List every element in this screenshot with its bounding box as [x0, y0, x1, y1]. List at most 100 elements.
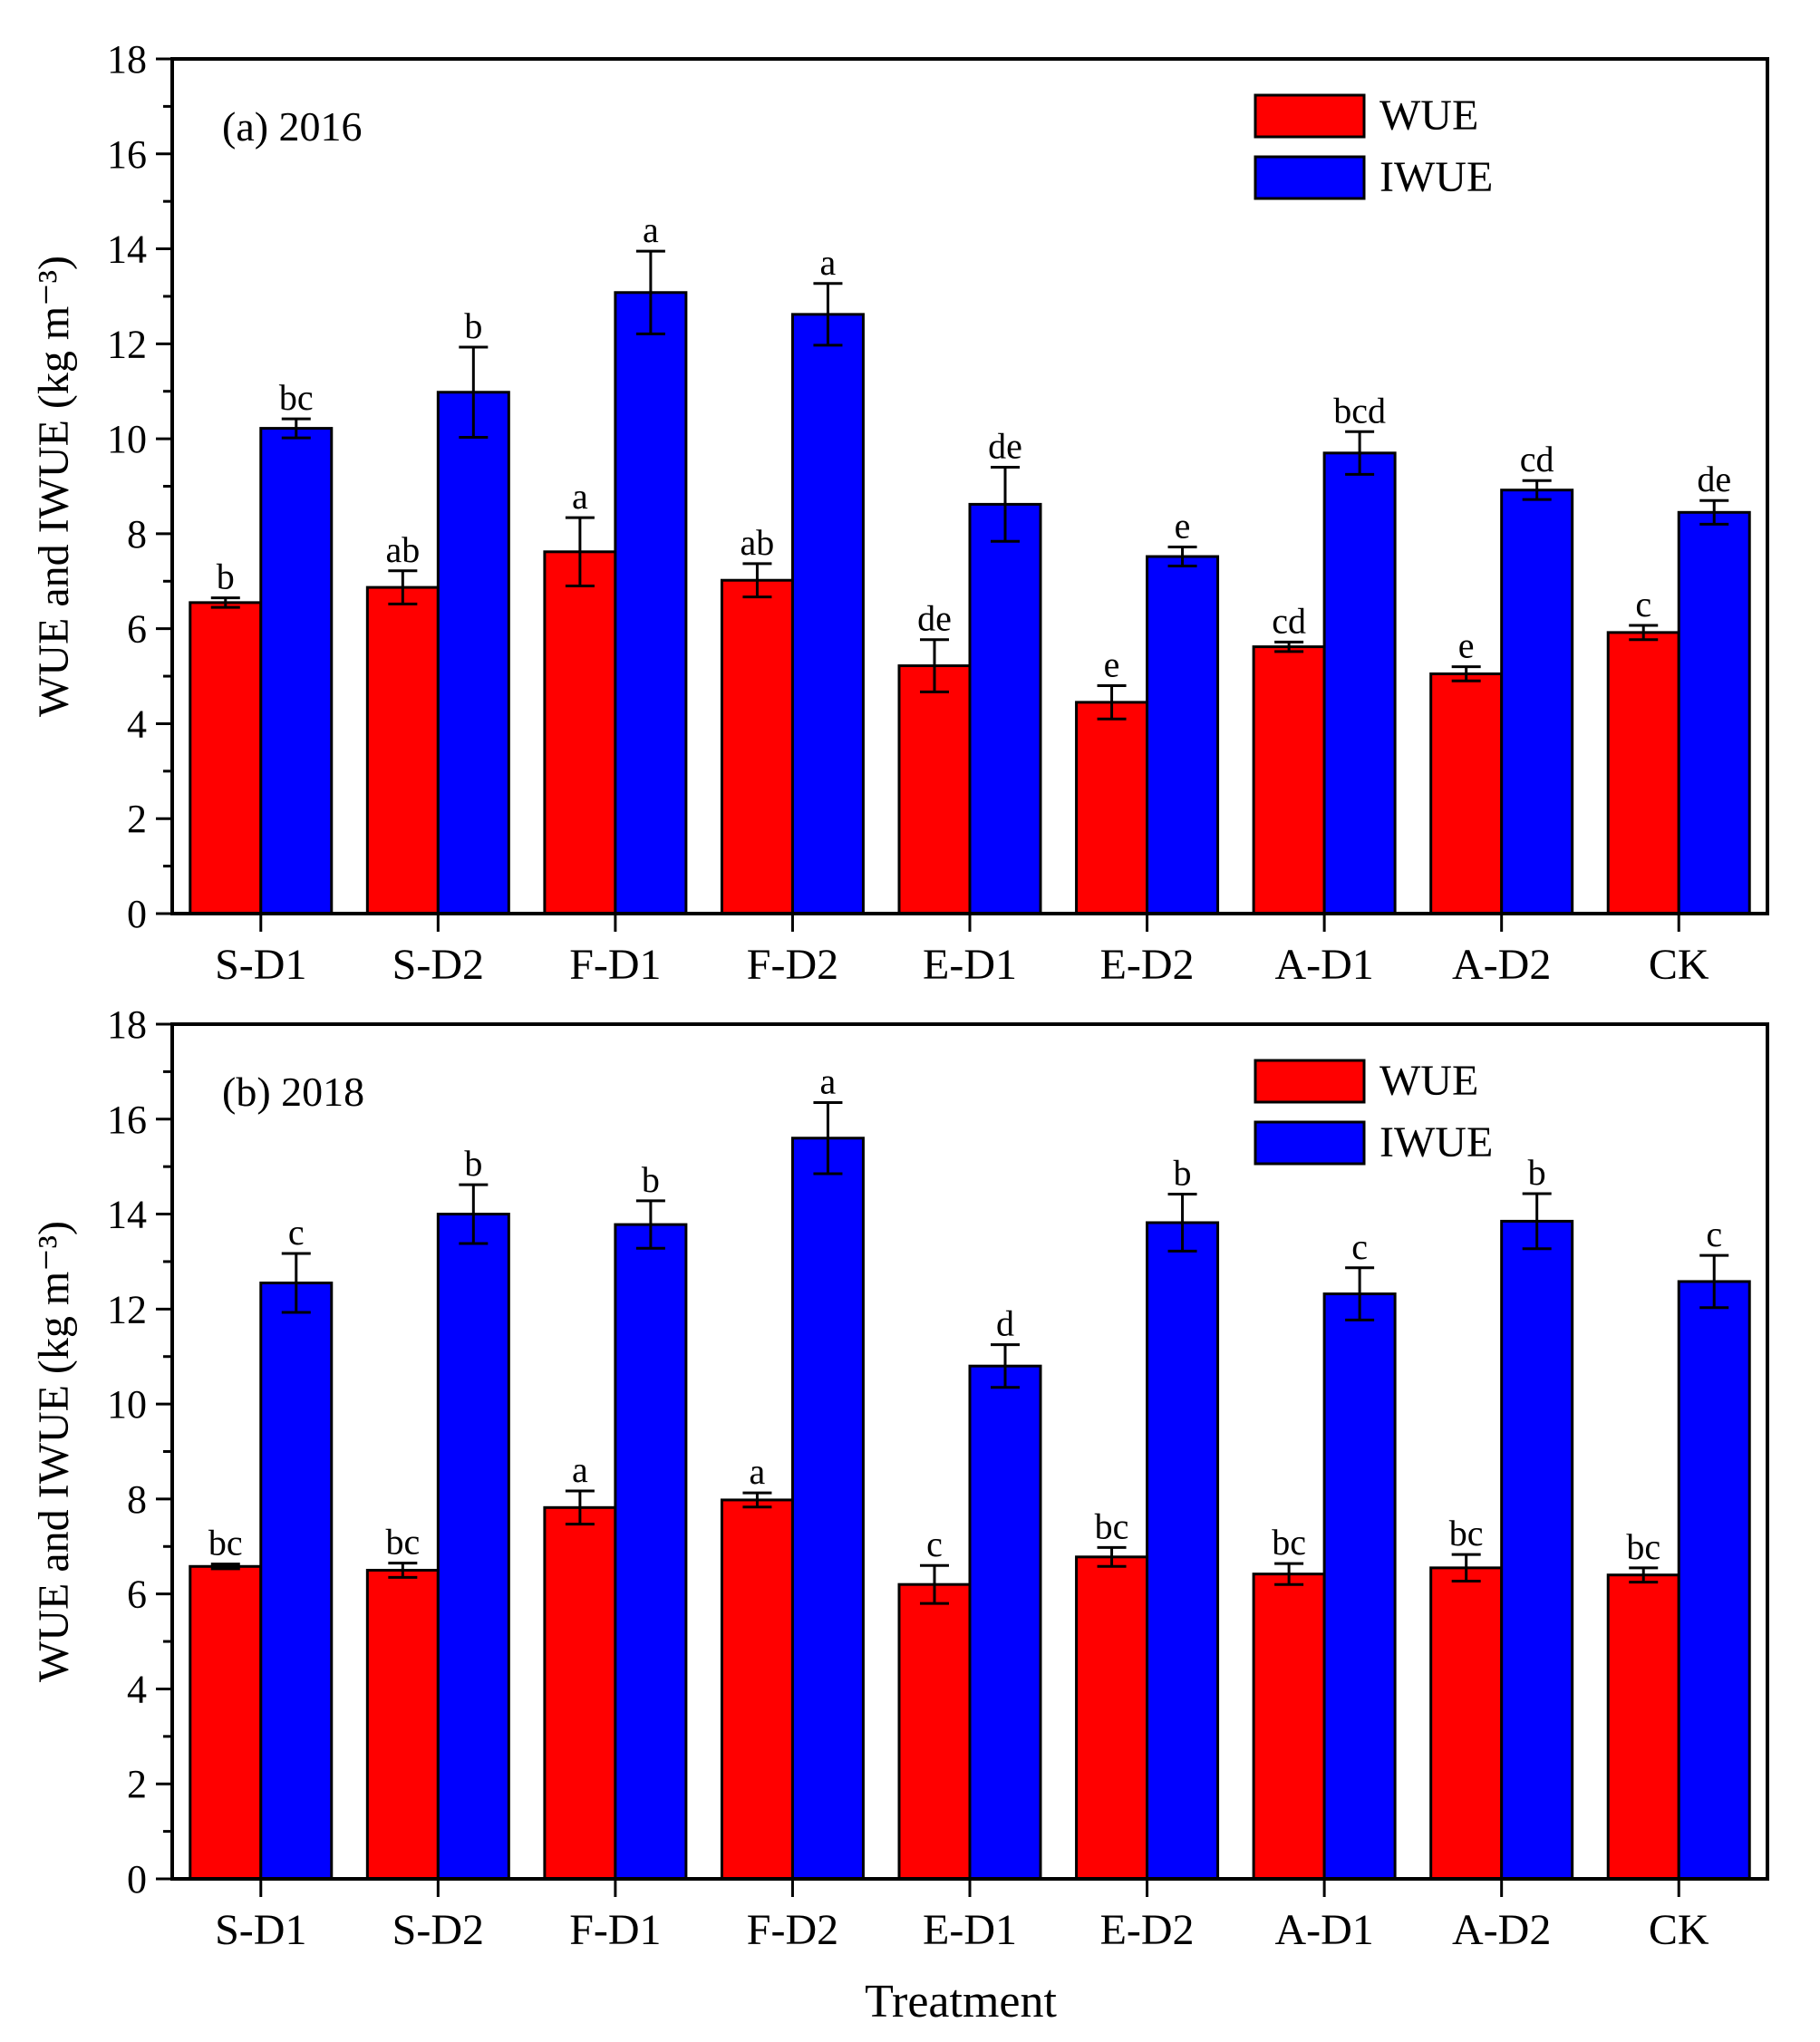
significance-letter: b: [464, 1143, 482, 1184]
y-tick-label: 4: [127, 1667, 147, 1711]
y-tick-label: 4: [127, 702, 147, 746]
bar-wue: [365, 586, 440, 915]
x-tick-label: F-D2: [747, 1906, 838, 1954]
significance-letter: b: [464, 305, 482, 346]
y-tick-label: 18: [107, 1002, 147, 1047]
x-tick-label: F-D1: [569, 941, 661, 989]
bar-iwue: [790, 313, 865, 915]
y-tick-label: 10: [107, 1382, 147, 1427]
significance-letter: e: [1104, 644, 1120, 685]
significance-letter: b: [1174, 1153, 1192, 1194]
bar-wue: [1252, 1573, 1326, 1881]
significance-letter: bc: [385, 1522, 420, 1563]
x-tick-label: F-D1: [569, 1906, 661, 1954]
bar-wue: [1606, 631, 1680, 915]
significance-letter: b: [217, 556, 235, 597]
significance-letter: bc: [1449, 1513, 1484, 1553]
bar-iwue: [436, 391, 510, 915]
bar-wue: [1606, 1573, 1680, 1881]
x-tick-label: A-D2: [1452, 941, 1551, 989]
bar-iwue: [968, 502, 1042, 915]
significance-letter: a: [572, 1449, 588, 1490]
y-tick-label: 6: [127, 607, 147, 652]
significance-letter: bc: [279, 377, 314, 418]
bar-iwue: [436, 1213, 510, 1881]
bar-wue: [720, 578, 794, 915]
legend-label-wue: WUE: [1380, 1057, 1478, 1105]
y-tick-label: 0: [127, 892, 147, 936]
significance-letter: de: [988, 426, 1022, 467]
x-tick-label: E-D2: [1100, 1906, 1195, 1954]
significance-letter: de: [1697, 459, 1731, 499]
bar-wue: [720, 1498, 794, 1881]
panel-a: b bc S-D1 ab b S-D2 a a F-D1 ab a F-D2 de de E-D1 e e E-D…: [30, 37, 1769, 989]
significance-letter: ab: [741, 522, 775, 563]
x-tick-label: A-D2: [1452, 1906, 1551, 1954]
bar-wue: [897, 664, 972, 915]
y-axis-label: WUE and IWUE (kg m⁻³): [30, 1221, 78, 1682]
significance-letter: e: [1175, 506, 1191, 547]
y-tick-label: 16: [107, 1098, 147, 1142]
legend-swatch-iwue: [1254, 155, 1366, 200]
significance-letter: c: [1635, 584, 1651, 624]
significance-letter: a: [643, 209, 659, 250]
bar-iwue: [614, 1223, 688, 1881]
significance-letter: a: [820, 1060, 837, 1101]
legend-swatch-iwue: [1254, 1120, 1366, 1166]
bar-iwue: [614, 291, 688, 915]
bar-iwue: [1677, 1280, 1751, 1881]
y-tick-label: 8: [127, 1477, 147, 1522]
bar-wue: [1075, 701, 1149, 915]
significance-letter: bc: [1095, 1505, 1129, 1546]
bar-iwue: [968, 1364, 1042, 1881]
bar-iwue: [259, 1282, 334, 1881]
legend-swatch-wue: [1254, 93, 1366, 139]
bar-wue: [1252, 645, 1326, 915]
y-tick-label: 2: [127, 1762, 147, 1806]
bar-iwue: [1500, 489, 1574, 915]
significance-letter: c: [1351, 1226, 1368, 1267]
x-tick-label: S-D2: [392, 941, 484, 989]
y-tick-label: 18: [107, 37, 147, 82]
significance-letter: a: [820, 242, 837, 283]
significance-letter: bcd: [1333, 390, 1386, 431]
significance-letter: ab: [385, 529, 420, 570]
bar-wue: [543, 550, 617, 915]
y-tick-label: 6: [127, 1573, 147, 1617]
bar-iwue: [790, 1137, 865, 1881]
y-tick-label: 0: [127, 1857, 147, 1902]
y-tick-label: 2: [127, 797, 147, 841]
y-tick-label: 8: [127, 512, 147, 556]
bar-wue: [897, 1582, 972, 1881]
legend-swatch-wue: [1254, 1059, 1366, 1104]
significance-letter: d: [996, 1303, 1014, 1344]
bar-iwue: [259, 427, 334, 915]
x-tick-label: S-D2: [392, 1906, 484, 1954]
y-tick-label: 16: [107, 132, 147, 177]
legend-label-iwue: IWUE: [1380, 153, 1493, 201]
significance-letter: e: [1458, 625, 1475, 666]
x-tick-label: A-D1: [1274, 1906, 1373, 1954]
x-tick-label: E-D1: [923, 941, 1017, 989]
panel-title: (a) 2016: [222, 103, 363, 150]
y-tick-label: 10: [107, 417, 147, 461]
bar-iwue: [1322, 1292, 1397, 1881]
bar-wue: [543, 1505, 617, 1881]
legend-label-wue: WUE: [1380, 92, 1478, 140]
x-tick-label: A-D1: [1274, 941, 1373, 989]
bar-wue: [1429, 1566, 1504, 1881]
x-tick-label: CK: [1649, 1906, 1709, 1954]
y-tick-label: 14: [107, 1193, 147, 1237]
y-tick-label: 12: [107, 1287, 147, 1331]
bar-iwue: [1146, 1221, 1220, 1881]
legend-label-iwue: IWUE: [1380, 1118, 1493, 1166]
significance-letter: bc: [1626, 1526, 1660, 1567]
significance-letter: cd: [1520, 439, 1554, 479]
significance-letter: c: [1706, 1214, 1722, 1254]
panel-title: (b) 2018: [222, 1069, 364, 1115]
bar-wue: [1429, 672, 1504, 915]
x-axis-label: Treatment: [865, 1976, 1057, 2027]
significance-letter: c: [288, 1212, 305, 1253]
y-axis-label: WUE and IWUE (kg m⁻³): [30, 256, 78, 717]
significance-letter: bc: [208, 1523, 243, 1563]
